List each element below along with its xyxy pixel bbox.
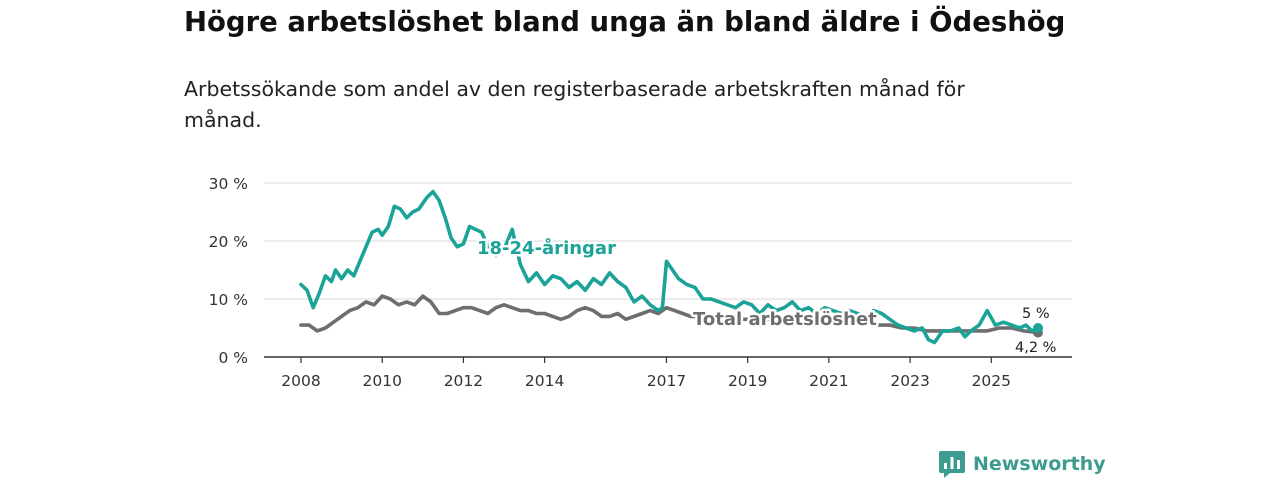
x-tick-label: 2008 — [281, 372, 320, 390]
end-label-total: 4,2 % — [1015, 340, 1056, 356]
y-tick-label: 20 % — [209, 233, 248, 251]
x-tick-label: 2023 — [890, 372, 929, 390]
series-line-total — [299, 294, 1040, 335]
endpoint-youth — [1033, 323, 1043, 333]
newsworthy-logo: Newsworthy — [938, 449, 1106, 479]
series-label-youth: 18-24-åringar — [477, 237, 616, 259]
y-tick-labels: 0 % 10 % 20 % 30 % — [209, 175, 248, 367]
newsworthy-logo-icon — [939, 451, 965, 478]
series-label-total-halo: Total arbetslöshet — [693, 309, 877, 330]
x-tick-label: 2025 — [972, 372, 1011, 390]
x-tick-label: 2017 — [647, 372, 686, 390]
end-label-youth-halo: 5 % — [1022, 306, 1050, 322]
end-label-total-halo: 4,2 % — [1015, 340, 1056, 356]
chart-title: Högre arbetslöshet bland unga än bland ä… — [184, 6, 1066, 38]
y-tick-label: 10 % — [209, 291, 248, 309]
series-label-total: Total arbetslöshet — [693, 309, 877, 330]
gridlines — [264, 182, 1072, 300]
end-label-youth: 5 % — [1022, 306, 1050, 322]
series-label-youth-halo: 18-24-åringar — [477, 237, 616, 259]
brand-name: Newsworthy — [973, 453, 1106, 475]
y-tick-label: 0 % — [218, 349, 248, 367]
chart-subtitle: Arbetssökande som andel av den registerb… — [184, 77, 965, 132]
y-tick-label: 30 % — [209, 175, 248, 193]
x-tick-label: 2012 — [444, 372, 483, 390]
series-line-youth — [299, 189, 1040, 345]
x-tick-label: 2021 — [809, 372, 848, 390]
x-tick-label: 2019 — [728, 372, 767, 390]
x-axis: 2008 2010 2012 2014 2017 2019 2021 2023 2025 — [264, 356, 1072, 390]
x-tick-label: 2014 — [525, 372, 564, 390]
series-lines — [299, 189, 1043, 345]
x-tick-label: 2010 — [362, 372, 401, 390]
